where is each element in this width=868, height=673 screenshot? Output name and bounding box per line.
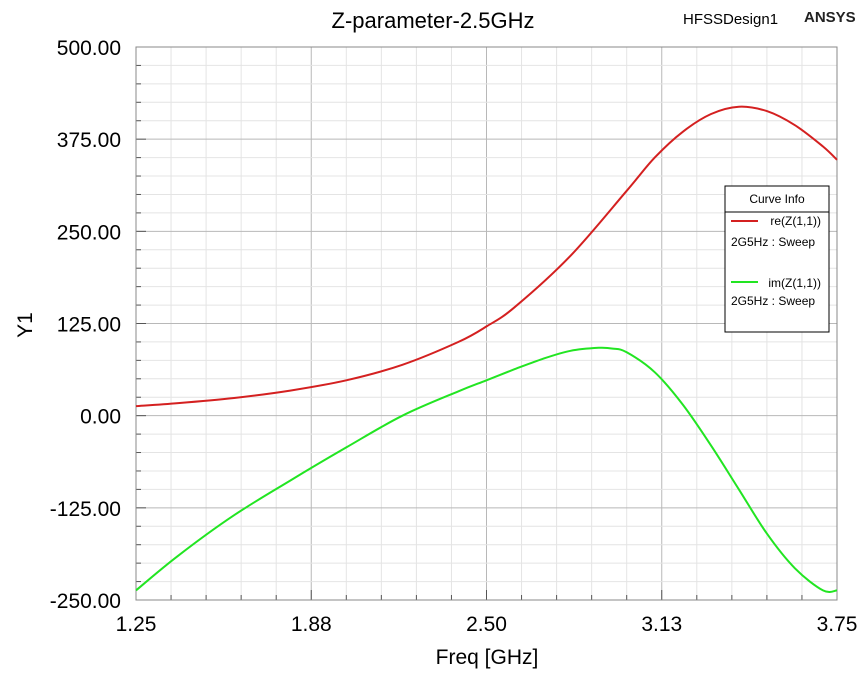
y-axis-label: Y1 bbox=[14, 312, 37, 338]
legend-title: Curve Info bbox=[749, 192, 805, 206]
x-tick-labels: 1.25 1.88 2.50 3.13 3.75 bbox=[116, 613, 858, 636]
legend[interactable]: Curve Info re(Z(1,1)) 2G5Hz : Sweep im(Z… bbox=[724, 185, 830, 333]
y-tick-label: 250.00 bbox=[57, 221, 121, 244]
x-axis-label: Freq [GHz] bbox=[436, 646, 539, 669]
x-tick-label: 1.25 bbox=[116, 613, 157, 636]
y-tick-label: 500.00 bbox=[57, 37, 121, 60]
series-im-z11-line bbox=[135, 346, 838, 594]
legend-series-im-sweep: 2G5Hz : Sweep bbox=[731, 294, 815, 308]
x-tick-label: 3.13 bbox=[641, 613, 682, 636]
chart-title: Z-parameter-2.5GHz bbox=[332, 8, 535, 33]
y-tick-labels: 500.00 375.00 250.00 125.00 0.00 -125.00 -250.… bbox=[50, 37, 121, 613]
legend-series-im-name: im(Z(1,1)) bbox=[768, 276, 821, 290]
x-tick-label: 2.50 bbox=[466, 613, 507, 636]
y-tick-label: -250.00 bbox=[50, 590, 121, 613]
y-tick-label: -125.00 bbox=[50, 498, 121, 521]
y-tick-label: 375.00 bbox=[57, 129, 121, 152]
grid bbox=[135, 46, 838, 601]
x-tick-label: 3.75 bbox=[817, 613, 858, 636]
legend-series-re-name: re(Z(1,1)) bbox=[770, 214, 821, 228]
series-re-z11-line bbox=[135, 105, 838, 408]
design-name: HFSSDesign1 bbox=[683, 11, 778, 28]
series-group bbox=[135, 105, 838, 594]
legend-series-re-sweep: 2G5Hz : Sweep bbox=[731, 235, 815, 249]
x-tick-label: 1.88 bbox=[291, 613, 332, 636]
plot-frame bbox=[135, 46, 838, 601]
brand-logo: ANSYS bbox=[804, 9, 856, 26]
y-tick-label: 0.00 bbox=[80, 406, 121, 429]
y-tick-label: 125.00 bbox=[57, 314, 121, 337]
legend-header bbox=[724, 185, 830, 213]
